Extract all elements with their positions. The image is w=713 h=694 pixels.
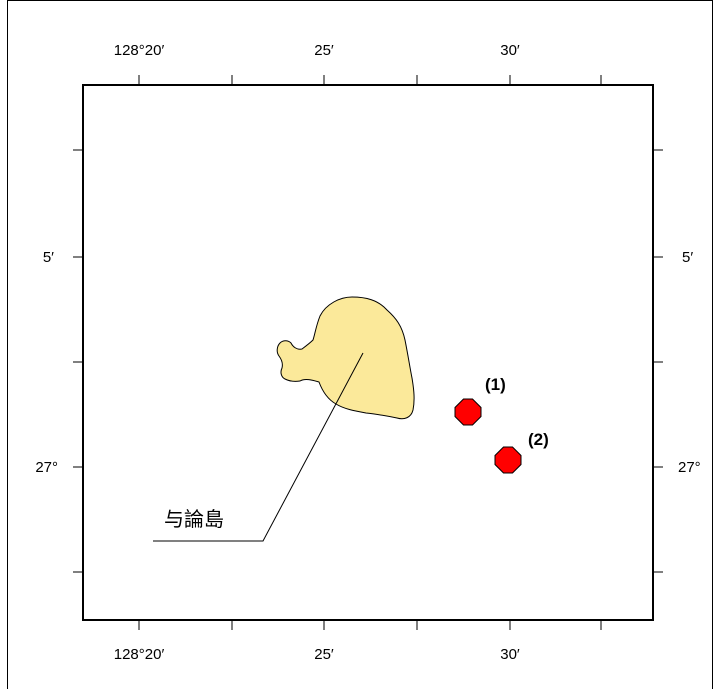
tick-marks xyxy=(73,75,663,630)
left-tick-label-5: 5′ xyxy=(43,249,54,266)
top-tick-label-128-20: 128°20′ xyxy=(114,42,165,59)
site-marker-2-label: (2) xyxy=(528,430,549,449)
right-tick-label-5: 5′ xyxy=(682,249,693,266)
island-name-label: 与論島 xyxy=(164,508,224,531)
bottom-tick-label-25: 25′ xyxy=(314,646,334,663)
top-tick-label-30: 30′ xyxy=(500,42,520,59)
site-marker-1 xyxy=(454,398,482,426)
bottom-tick-label-30: 30′ xyxy=(500,646,520,663)
top-tick-label-25: 25′ xyxy=(314,42,334,59)
island-leader-line xyxy=(153,352,364,542)
site-marker-1-label: (1) xyxy=(485,375,506,394)
island-shape xyxy=(276,296,415,420)
left-tick-label-27: 27° xyxy=(35,459,58,476)
right-tick-label-27: 27° xyxy=(678,459,701,476)
bottom-tick-label-128-20: 128°20′ xyxy=(114,646,165,663)
site-marker-2 xyxy=(494,446,522,474)
